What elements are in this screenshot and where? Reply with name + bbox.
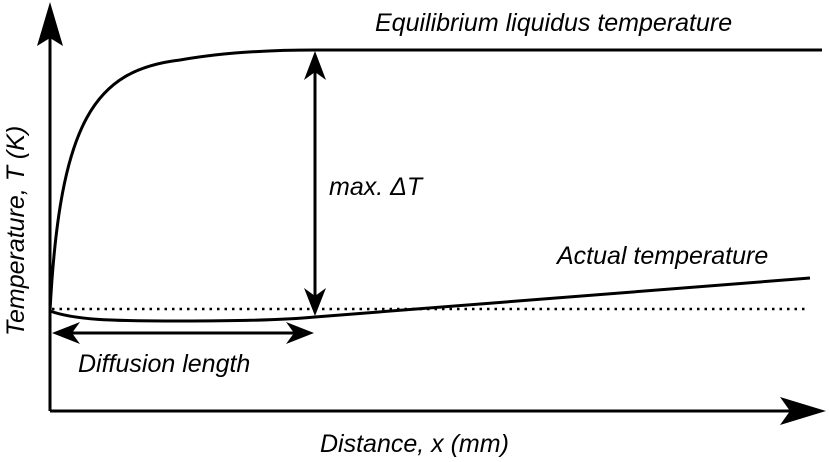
y-axis-arrowhead — [37, 2, 63, 46]
liquidus-curve — [48, 48, 822, 312]
actual-temperature-curve — [49, 276, 811, 323]
liquidus-label: Equilibrium liquidus temperature — [375, 9, 732, 37]
max-dt-arrow — [304, 51, 326, 316]
diffusion-arrowhead-left — [52, 322, 80, 344]
x-axis-label: Distance, x (mm) — [320, 430, 509, 458]
axes — [37, 2, 826, 425]
diffusion-length-label: Diffusion length — [78, 350, 250, 378]
actual-temperature-label: Actual temperature — [555, 242, 768, 270]
max-dt-label: max. ΔT — [329, 173, 424, 201]
y-axis-label: Temperature, T (K) — [2, 126, 30, 336]
x-axis-arrowhead — [780, 397, 826, 425]
diffusion-arrowhead-right — [286, 322, 314, 344]
diffusion-length-arrow — [52, 322, 314, 344]
max-dt-arrowhead-top — [304, 51, 326, 80]
max-dt-arrowhead-bottom — [304, 288, 326, 316]
